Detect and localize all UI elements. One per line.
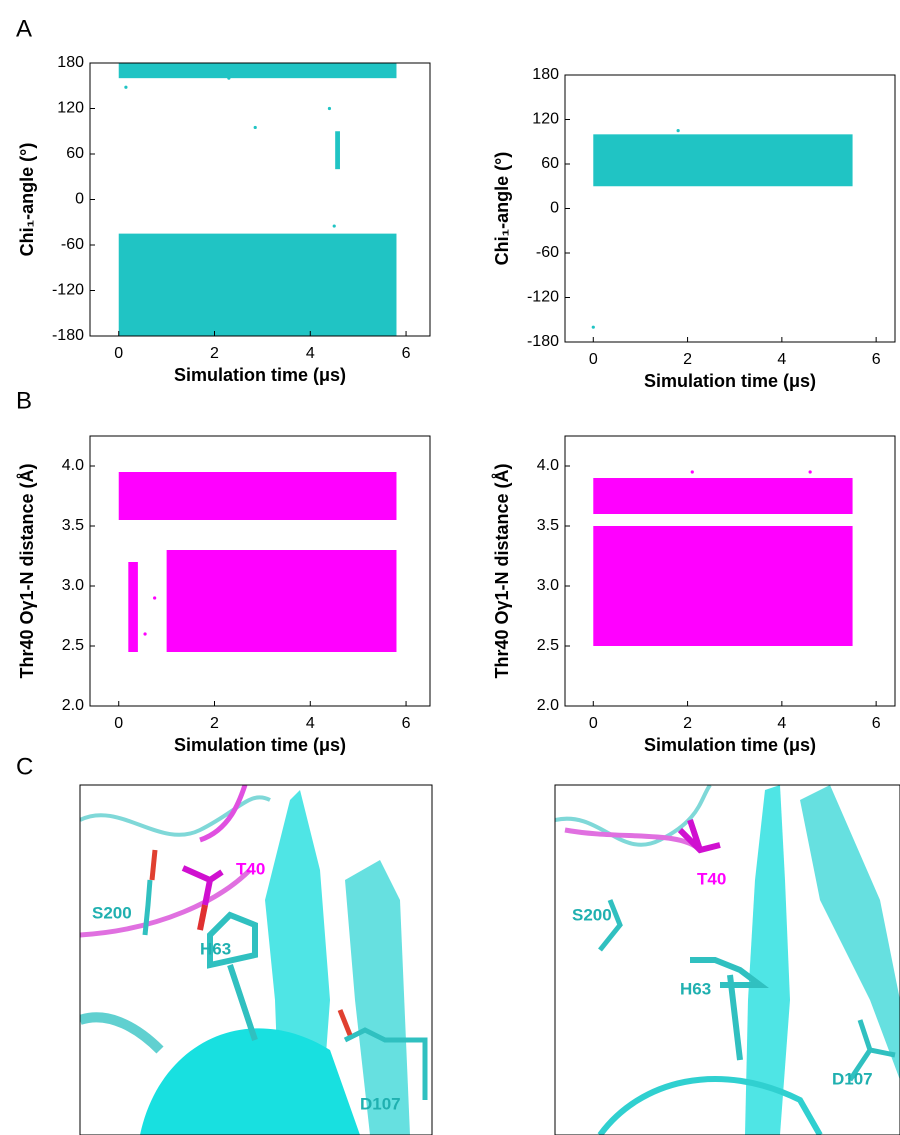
structure-right: T40 S200 H63 D107: [555, 785, 900, 1135]
panel-label: B: [16, 387, 32, 414]
point-cloud: [167, 550, 397, 652]
x-tick-label: 0: [114, 345, 123, 362]
point: [333, 224, 336, 227]
x-tick-label: 4: [777, 351, 786, 368]
y-tick-label: 4.0: [62, 457, 84, 474]
residue-label: H63: [680, 979, 711, 998]
x-axis-title: Simulation time (μs): [644, 371, 816, 391]
y-tick-label: 3.5: [62, 517, 84, 534]
point: [153, 596, 156, 599]
residue-label: S200: [92, 903, 132, 922]
y-axis-title: Chi₁-angle (°): [492, 152, 512, 266]
point-cloud: [593, 134, 852, 186]
x-axis-title: Simulation time (μs): [174, 735, 346, 755]
y-tick-label: 2.5: [537, 637, 559, 654]
y-tick-label: 120: [57, 100, 84, 117]
residue-label: T40: [697, 869, 726, 888]
point-cloud: [335, 131, 340, 169]
x-tick-label: 6: [872, 715, 881, 732]
point: [691, 470, 694, 473]
y-tick-label: 120: [532, 111, 559, 128]
y-tick-label: 3.0: [62, 577, 84, 594]
figure: A B C T40 S200 H63 D107: [0, 0, 900, 1135]
y-tick-label: 2.0: [537, 697, 559, 714]
x-tick-label: 6: [402, 715, 411, 732]
y-tick-label: 180: [532, 66, 559, 83]
y-tick-label: -180: [52, 327, 84, 344]
y-tick-label: -120: [527, 289, 559, 306]
residue-label: T40: [236, 859, 265, 878]
y-tick-label: 4.0: [537, 457, 559, 474]
panel-label: C: [16, 753, 33, 780]
plot-frame: [565, 75, 895, 342]
x-tick-label: 6: [872, 351, 881, 368]
point: [124, 86, 127, 89]
x-tick-label: 4: [306, 345, 315, 362]
x-axis-title: Simulation time (μs): [644, 735, 816, 755]
point-cloud: [119, 234, 397, 336]
x-tick-label: 6: [402, 345, 411, 362]
point-cloud: [593, 526, 852, 646]
point: [254, 126, 257, 129]
x-tick-label: 2: [683, 715, 692, 732]
residue-label: H63: [200, 939, 231, 958]
x-tick-label: 4: [777, 715, 786, 732]
y-tick-label: 3.5: [537, 517, 559, 534]
x-tick-label: 2: [210, 715, 219, 732]
y-tick-label: -120: [52, 282, 84, 299]
y-tick-label: 0: [550, 200, 559, 217]
y-axis-title: Chi₁-angle (°): [17, 143, 37, 257]
x-tick-label: 0: [589, 715, 598, 732]
x-tick-label: 0: [114, 715, 123, 732]
y-tick-label: 2.0: [62, 697, 84, 714]
x-axis-title: Simulation time (μs): [174, 365, 346, 385]
point: [809, 470, 812, 473]
y-axis-title: Thr40 Oγ1-N distance (Å): [17, 463, 37, 678]
y-axis-title: Thr40 Oγ1-N distance (Å): [492, 463, 512, 678]
residue-label: D107: [360, 1094, 401, 1113]
point-cloud: [593, 478, 852, 514]
panel-label: A: [16, 15, 32, 42]
point: [227, 77, 230, 80]
point-cloud: [119, 472, 397, 520]
y-tick-label: 60: [541, 155, 559, 172]
y-tick-label: -180: [527, 333, 559, 350]
x-tick-label: 0: [589, 351, 598, 368]
y-tick-label: -60: [536, 244, 559, 261]
y-tick-label: 2.5: [62, 637, 84, 654]
y-tick-label: -60: [61, 236, 84, 253]
x-tick-label: 2: [683, 351, 692, 368]
y-tick-label: 60: [66, 145, 84, 162]
residue-label: D107: [832, 1069, 873, 1088]
structure-left: T40 S200 H63 D107: [80, 785, 432, 1135]
x-tick-label: 4: [306, 715, 315, 732]
y-tick-label: 180: [57, 54, 84, 71]
y-tick-label: 0: [75, 191, 84, 208]
point: [677, 129, 680, 132]
point-cloud: [119, 63, 397, 78]
residue-label: S200: [572, 905, 612, 924]
point: [143, 632, 146, 635]
y-tick-label: 3.0: [537, 577, 559, 594]
x-tick-label: 2: [210, 345, 219, 362]
point: [592, 326, 595, 329]
point-cloud: [128, 562, 138, 652]
point: [328, 107, 331, 110]
